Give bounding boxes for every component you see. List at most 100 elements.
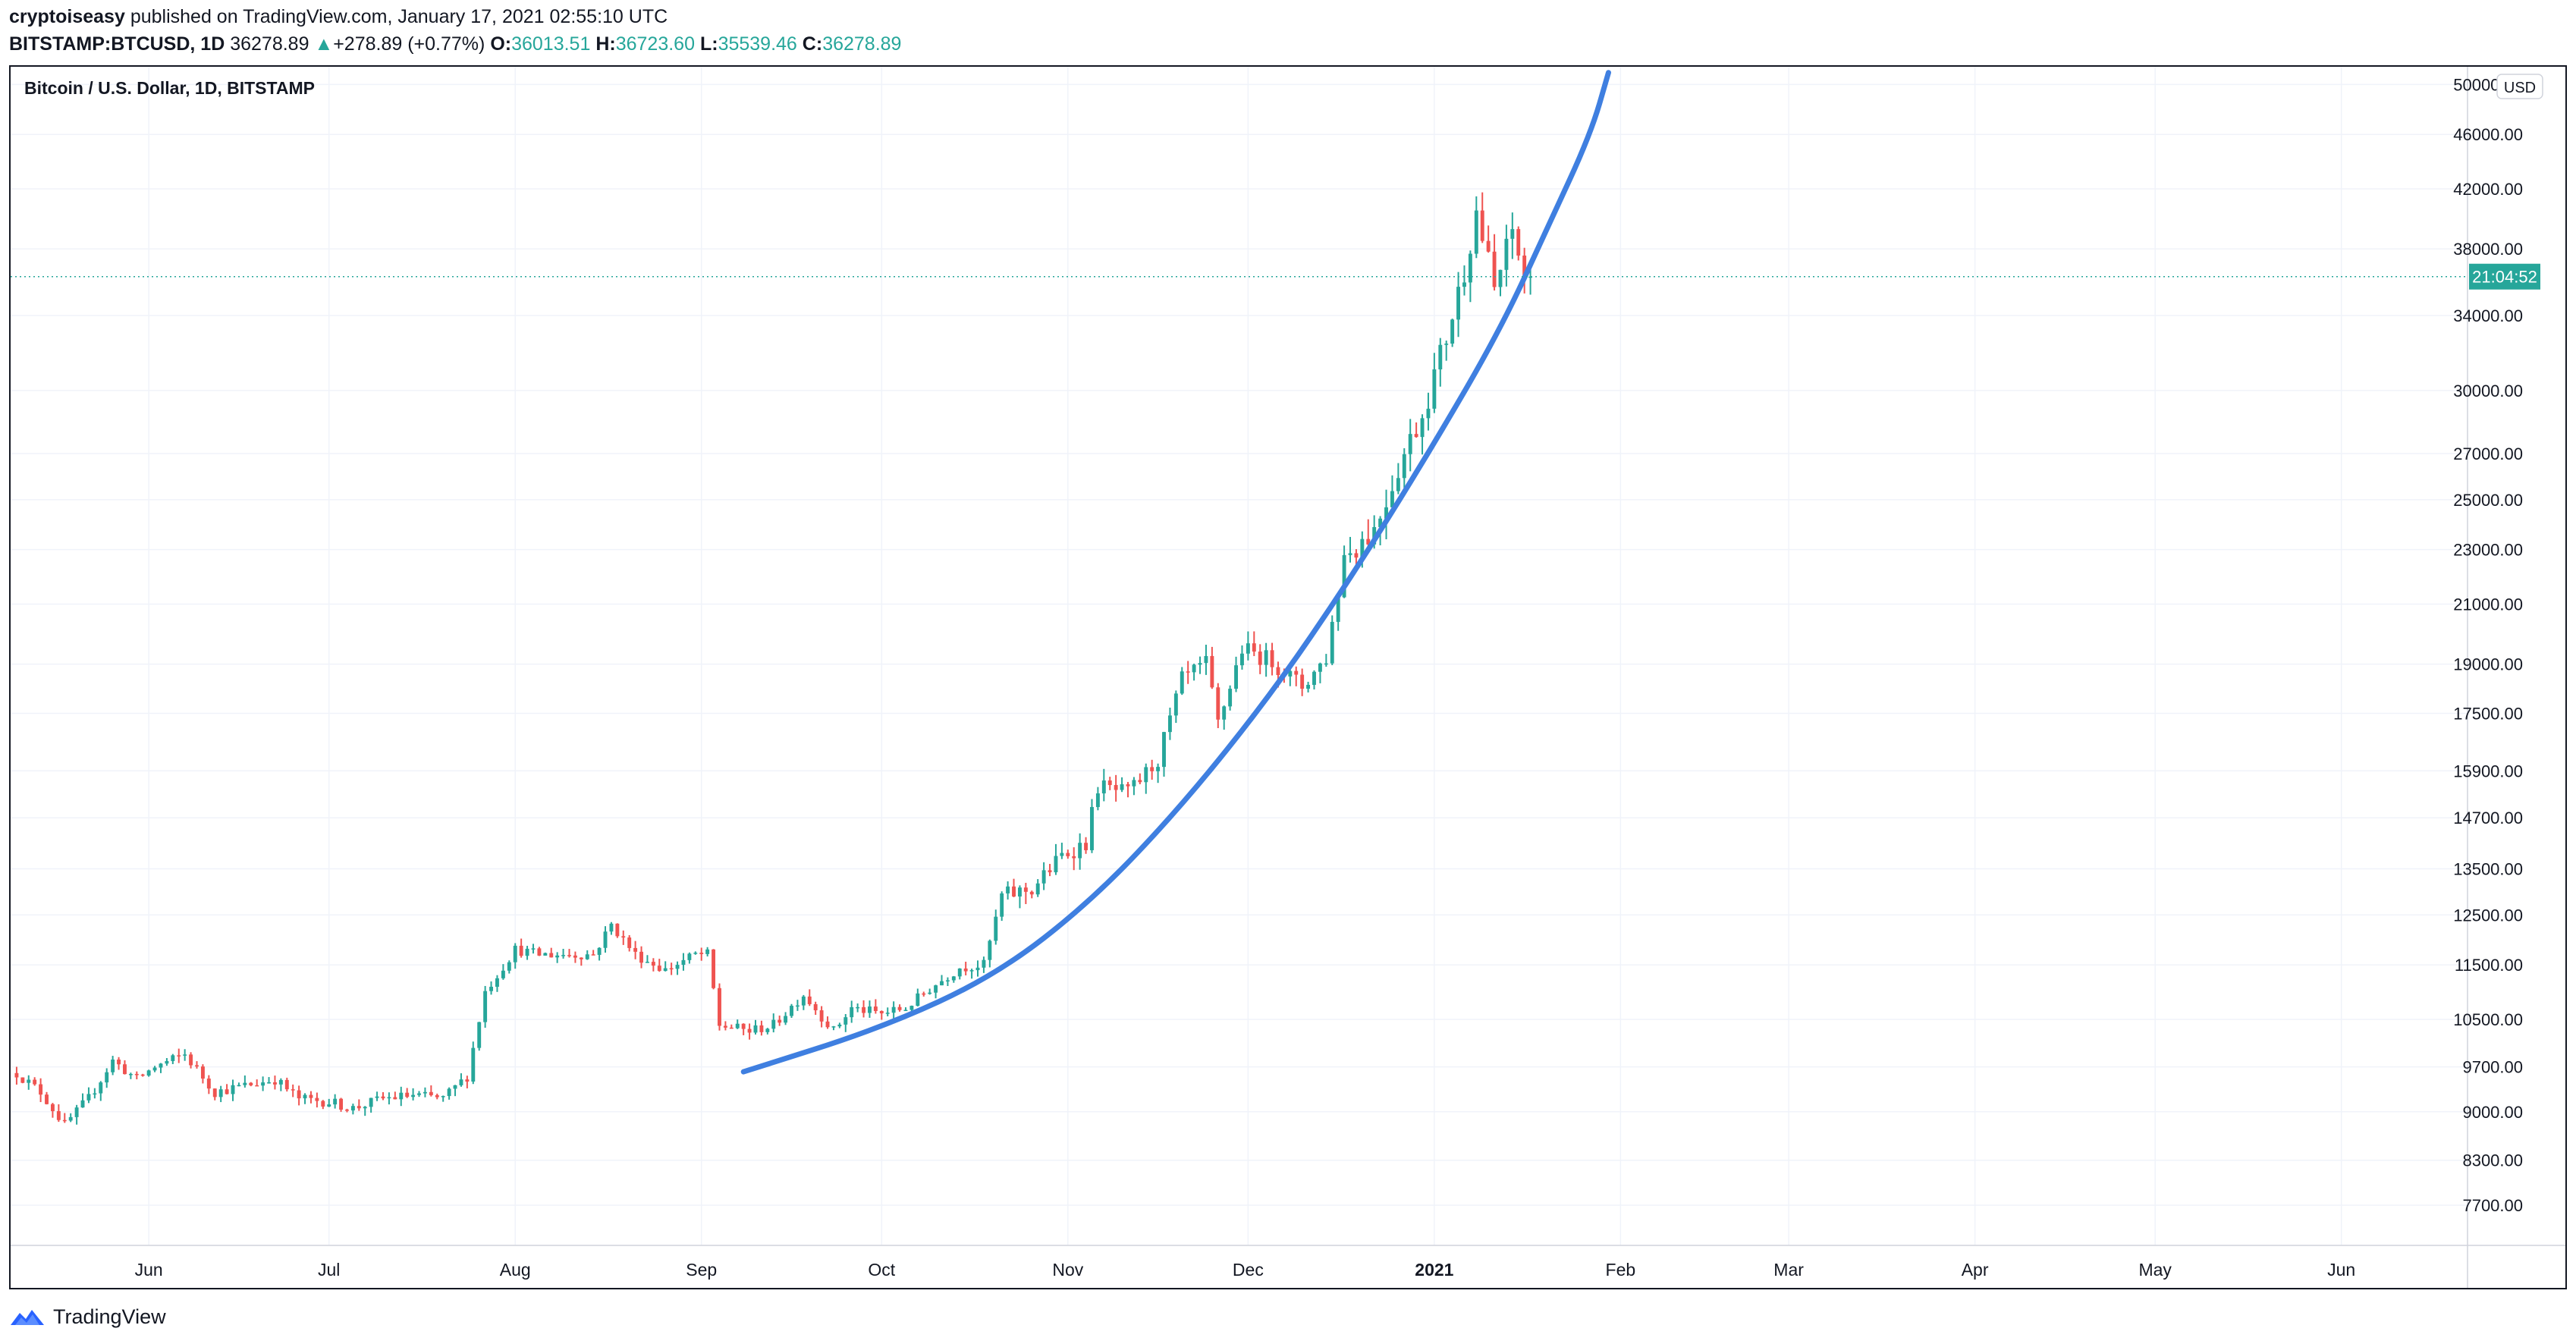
candle-body [495, 978, 499, 988]
candle-body [291, 1089, 295, 1091]
candle-body [62, 1119, 67, 1122]
candle-body [609, 923, 614, 932]
candle-body [1138, 780, 1142, 783]
candle-body [561, 955, 566, 956]
candle-body [765, 1028, 770, 1032]
candle-body [813, 1003, 818, 1011]
candle-body [1216, 687, 1220, 720]
candle-body [321, 1101, 325, 1107]
candle-body [633, 947, 638, 952]
candle-body [1300, 674, 1305, 689]
candle-body [339, 1098, 344, 1110]
parabolic-curve-annotation[interactable] [740, 70, 1611, 1075]
candle-body [1054, 856, 1058, 873]
candle-body [951, 976, 956, 981]
price-tick-label: 27000.00 [2453, 444, 2523, 463]
candle-body [1330, 621, 1334, 664]
candle-body [459, 1079, 463, 1085]
candle-body [1173, 693, 1178, 716]
candle-body [1132, 780, 1136, 787]
candle-body [1180, 671, 1184, 694]
candle-body [1114, 785, 1118, 790]
author-name[interactable]: cryptoiseasy [9, 6, 125, 27]
price-axis[interactable]: 46000.00 42000.00 38000.00 34000.00 30000.00… [2453, 75, 2523, 1215]
candle-body [903, 1010, 908, 1012]
published-text: published on TradingView.com, January 17… [124, 6, 668, 27]
candle-body [1474, 210, 1478, 254]
candle-body [555, 955, 560, 958]
candle-body [856, 1006, 860, 1009]
candle-body [1210, 655, 1214, 688]
time-tick-label: Nov [1052, 1260, 1083, 1280]
candle-body [705, 949, 710, 954]
price-tick-label: 15900.00 [2453, 761, 2523, 780]
candle-body [1444, 343, 1449, 345]
candle-body [982, 959, 986, 968]
candle-body [1462, 282, 1466, 287]
high-value: 36723.60 [615, 33, 695, 55]
price-tick-label: 10500.00 [2453, 1010, 2523, 1029]
tradingview-logo-icon[interactable] [9, 1305, 46, 1328]
candle-body [1384, 507, 1388, 519]
candle-body [183, 1054, 187, 1056]
time-tick-label: Jul [318, 1260, 340, 1280]
candle-body [399, 1092, 404, 1100]
candle-body [957, 968, 962, 977]
time-tick-label: Mar [1773, 1260, 1804, 1280]
price-chart[interactable]: 46000.00 42000.00 38000.00 34000.00 30000.00… [11, 67, 2565, 1288]
candle-body [531, 948, 536, 950]
candle-body [93, 1093, 97, 1095]
candle-body [549, 953, 554, 958]
candle-body [753, 1025, 758, 1033]
grid-lines [11, 67, 2468, 1245]
candle-body [807, 996, 812, 1004]
candle-body [963, 968, 968, 972]
candle-body [45, 1094, 49, 1104]
candle-body [200, 1066, 205, 1079]
chart-frame[interactable]: 46000.00 42000.00 38000.00 34000.00 30000.00… [9, 65, 2567, 1289]
close-value: 36278.89 [822, 33, 902, 55]
price-tick-label: 30000.00 [2453, 382, 2523, 400]
candle-body [206, 1079, 211, 1089]
candle-body [873, 1006, 878, 1011]
candle-body [897, 1006, 902, 1010]
candle-body [327, 1104, 331, 1107]
time-tick-label: Dec [1233, 1260, 1264, 1280]
candle-body [681, 959, 686, 966]
candle-body [381, 1096, 385, 1099]
candle-body [645, 962, 649, 963]
symbol-label: BITSTAMP:BTCUSD, 1D [9, 33, 225, 55]
time-tick-label: May [2138, 1260, 2172, 1280]
candle-body [1204, 655, 1208, 664]
candle-body [375, 1096, 379, 1098]
candle-body [784, 1016, 788, 1023]
candle-body [1498, 269, 1503, 287]
candle-body [1198, 663, 1202, 665]
currency-badge[interactable] [2496, 74, 2543, 99]
candle-body [621, 936, 626, 938]
candle-body [525, 948, 529, 956]
candle-body [837, 1024, 842, 1027]
candle-body [771, 1019, 776, 1029]
candle-body [128, 1073, 133, 1076]
price-tick-label: 34000.00 [2453, 306, 2523, 325]
candle-body [663, 968, 668, 972]
candle-body [123, 1064, 127, 1075]
candle-body [255, 1085, 259, 1087]
candle-body [1084, 843, 1089, 850]
candle-body [471, 1047, 476, 1082]
candle-body [1342, 554, 1346, 598]
candle-body [140, 1074, 145, 1076]
price-tick-label: 9000.00 [2462, 1103, 2523, 1122]
candle-body [14, 1072, 19, 1078]
candle-body [1041, 870, 1046, 884]
candle-body [1156, 767, 1161, 771]
candle-body [741, 1023, 746, 1029]
candle-body [778, 1019, 782, 1023]
time-axis[interactable]: Jun Jul Aug Sep Oct Nov Dec 2021 Feb Mar Apr May Jun [135, 1260, 2356, 1280]
candle-body [105, 1072, 109, 1083]
candle-body [723, 1025, 727, 1028]
candle-body [1246, 643, 1250, 654]
high-label: H: [595, 33, 616, 55]
candle-body [1318, 663, 1322, 672]
